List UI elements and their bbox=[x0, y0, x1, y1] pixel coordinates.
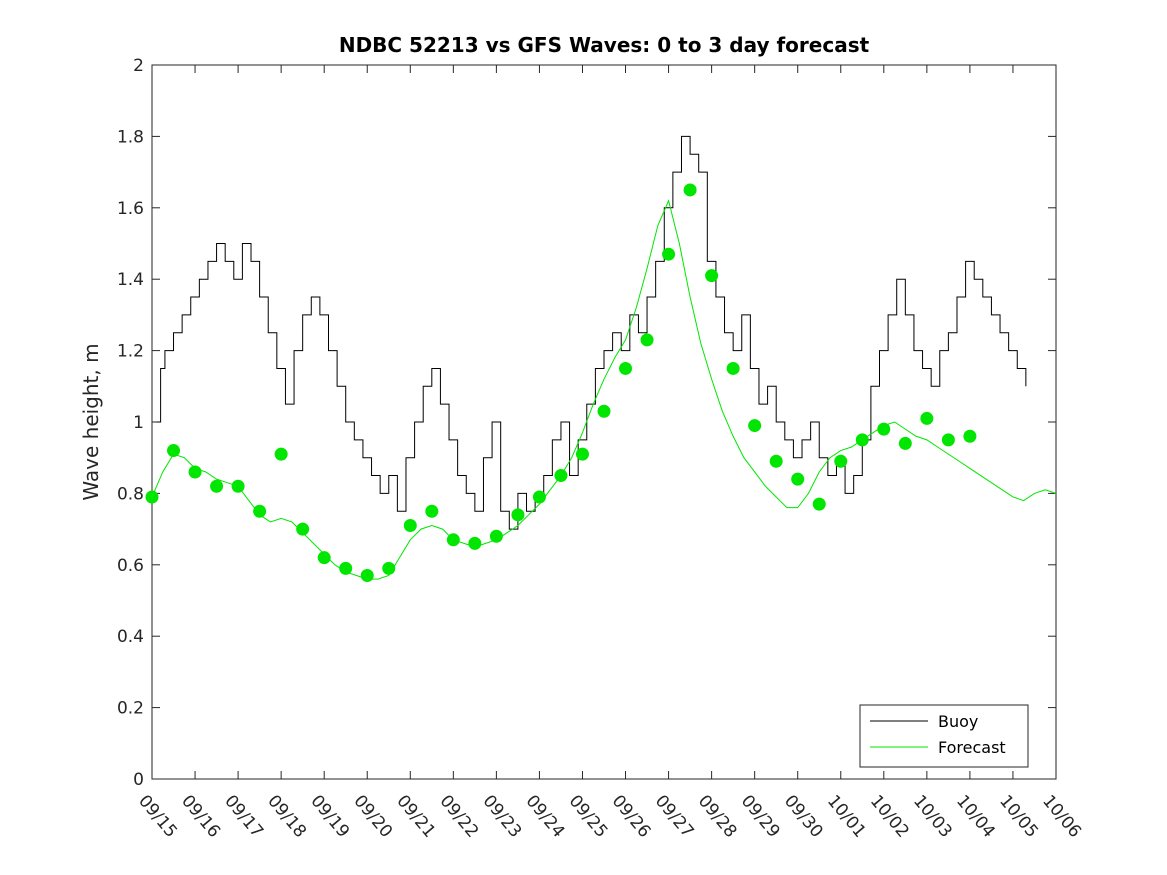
forecast-marker bbox=[791, 472, 805, 486]
forecast-marker bbox=[382, 561, 396, 575]
y-axis-label: Wave height, m bbox=[79, 343, 103, 500]
forecast-marker bbox=[511, 508, 525, 522]
y-axis-ticks: 0 0.2 0.4 0.6 0.8 1 1.2 1.4 1.6 1.8 2 bbox=[117, 56, 1056, 790]
forecast-marker bbox=[963, 429, 977, 443]
forecast-marker bbox=[619, 361, 633, 375]
y-tick-label: 1.2 bbox=[117, 342, 144, 362]
y-tick-label: 0.8 bbox=[117, 484, 144, 504]
forecast-marker bbox=[231, 479, 245, 493]
forecast-marker bbox=[188, 465, 202, 479]
forecast-marker bbox=[662, 247, 676, 261]
forecast-marker bbox=[597, 404, 611, 418]
forecast-marker bbox=[640, 333, 654, 347]
forecast-marker bbox=[748, 419, 762, 433]
forecast-markers bbox=[145, 183, 977, 583]
y-tick-label: 0 bbox=[133, 770, 144, 790]
forecast-marker bbox=[855, 433, 869, 447]
y-tick-label: 1 bbox=[133, 413, 144, 433]
forecast-marker bbox=[403, 519, 417, 533]
forecast-marker bbox=[812, 497, 826, 511]
forecast-marker bbox=[705, 269, 719, 283]
forecast-marker bbox=[145, 490, 159, 504]
forecast-marker bbox=[274, 447, 288, 461]
y-tick-label: 0.4 bbox=[117, 627, 144, 647]
y-tick-label: 0.2 bbox=[117, 699, 144, 719]
forecast-marker bbox=[941, 433, 955, 447]
forecast-marker bbox=[554, 469, 568, 483]
forecast-marker bbox=[253, 504, 267, 518]
forecast-marker bbox=[425, 504, 439, 518]
forecast-marker bbox=[489, 529, 503, 543]
chart-title: NDBC 52213 vs GFS Waves: 0 to 3 day fore… bbox=[339, 33, 870, 57]
forecast-marker bbox=[898, 436, 912, 450]
forecast-marker bbox=[317, 551, 331, 565]
forecast-marker bbox=[210, 479, 224, 493]
legend-buoy-label: Buoy bbox=[938, 712, 978, 731]
forecast-marker bbox=[877, 422, 891, 436]
forecast-marker bbox=[339, 561, 353, 575]
y-tick-label: 2 bbox=[133, 56, 144, 76]
forecast-marker bbox=[726, 361, 740, 375]
legend-box bbox=[859, 704, 1029, 768]
forecast-marker bbox=[769, 454, 783, 468]
y-tick-label: 1.4 bbox=[117, 270, 144, 290]
forecast-marker bbox=[920, 411, 934, 425]
forecast-marker bbox=[683, 183, 697, 197]
legend: Buoy Forecast bbox=[859, 704, 1029, 768]
forecast-marker bbox=[446, 533, 460, 547]
forecast-marker bbox=[575, 447, 589, 461]
forecast-marker bbox=[296, 522, 310, 536]
legend-forecast-label: Forecast bbox=[938, 738, 1006, 757]
forecast-marker bbox=[468, 536, 482, 550]
y-tick-label: 1.8 bbox=[117, 127, 144, 147]
y-tick-label: 0.6 bbox=[117, 556, 144, 576]
y-tick-label: 1.6 bbox=[117, 199, 144, 219]
forecast-marker bbox=[532, 490, 546, 504]
forecast-marker bbox=[167, 444, 181, 458]
plot-area bbox=[151, 64, 1057, 780]
buoy-series-line bbox=[156, 135, 1027, 530]
forecast-marker bbox=[360, 569, 374, 583]
forecast-marker bbox=[834, 454, 848, 468]
